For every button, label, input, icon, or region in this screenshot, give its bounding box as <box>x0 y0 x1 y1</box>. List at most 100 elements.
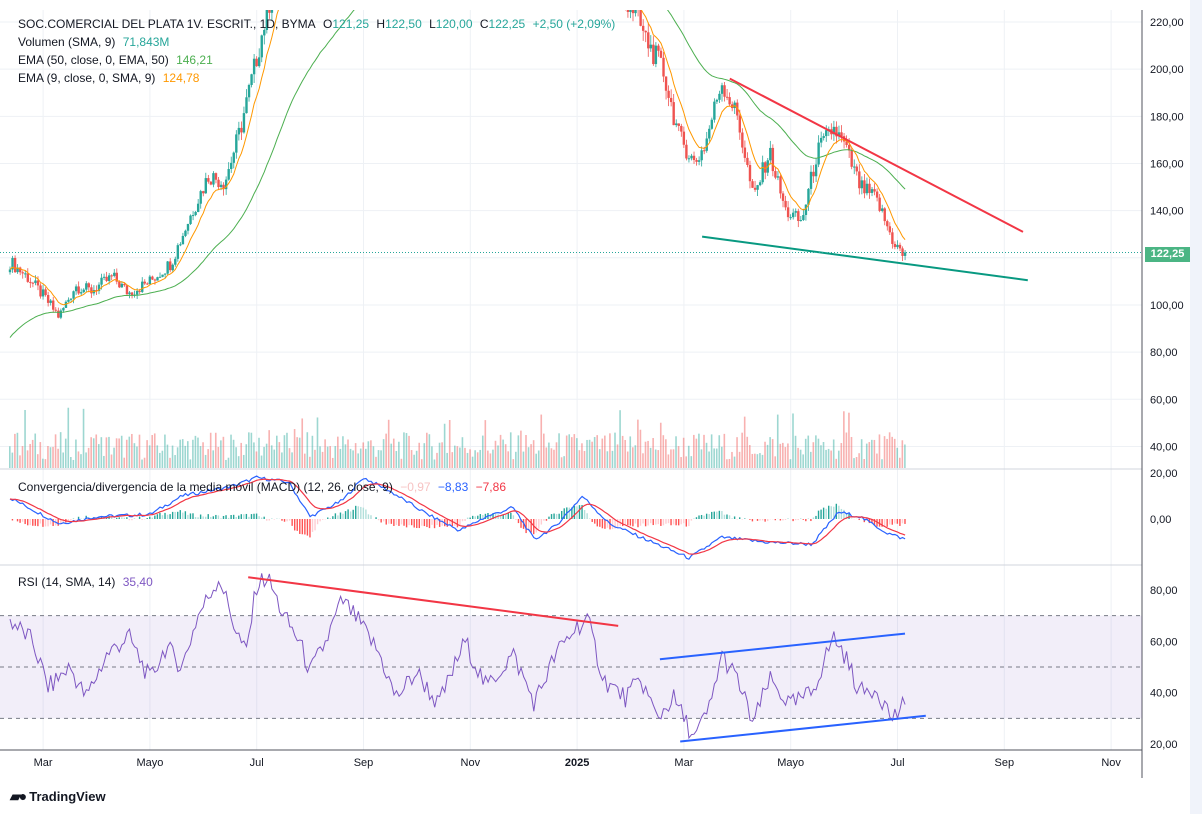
volume-bar <box>708 451 710 468</box>
volume-bar <box>443 423 446 468</box>
volume-bar <box>446 452 448 468</box>
macd-histogram-bar <box>883 519 886 527</box>
macd-histogram-bar <box>527 519 530 531</box>
macd-histogram-bar <box>37 519 39 527</box>
open-value: 121,25 <box>332 17 370 31</box>
macd-histogram-bar <box>680 519 682 525</box>
volume-bar <box>204 454 207 468</box>
candle-body <box>713 101 716 120</box>
volume-bar <box>527 447 530 468</box>
macd-histogram-bar <box>281 519 283 521</box>
volume-bar <box>596 435 598 468</box>
volume-bar <box>329 446 331 468</box>
macd-histogram-bar <box>258 516 260 519</box>
candle-body <box>822 136 825 138</box>
candle-body <box>199 191 202 204</box>
macd-histogram-bar <box>657 519 660 525</box>
volume-bar <box>812 442 815 468</box>
candle-body <box>194 211 197 216</box>
ema50-legend[interactable]: EMA (50, close, 0, EMA, 50) 146,21 <box>18 53 217 67</box>
volume-bar <box>423 443 426 468</box>
volume-bar <box>349 448 352 468</box>
candle-body <box>847 144 851 151</box>
macd-histogram-bar <box>606 519 609 528</box>
volume-bar <box>16 432 19 468</box>
volume-bar <box>85 452 87 468</box>
candle-body <box>781 193 785 201</box>
ohlc-low: L120,00 <box>429 17 472 31</box>
macd-histogram-bar <box>843 509 845 519</box>
volume-bar <box>779 443 782 468</box>
macd-histogram-bar <box>721 511 723 519</box>
macd-histogram-bar <box>779 519 782 521</box>
volume-bar <box>365 448 367 468</box>
volume-bar <box>845 432 848 468</box>
volume-bar <box>72 459 75 468</box>
candle-body <box>718 93 721 100</box>
volume-bar <box>461 437 464 468</box>
volume-bar <box>202 442 204 468</box>
volume-bar <box>47 446 49 468</box>
volume-bar <box>543 433 545 468</box>
rsi-legend[interactable]: RSI (14, SMA, 14) 35,40 <box>18 575 157 589</box>
volume-bar <box>487 450 489 468</box>
macd-histogram-bar <box>886 519 888 527</box>
volume-bar <box>189 459 192 468</box>
time-axis-label: Sep <box>994 757 1015 769</box>
candle-body <box>49 300 52 303</box>
macd-histogram-bar <box>16 519 19 522</box>
grid <box>0 10 1142 750</box>
volume-bar <box>535 453 537 468</box>
volume-bar <box>92 438 95 468</box>
volume-bar <box>377 450 380 468</box>
volume-bar <box>382 439 385 468</box>
macd-histogram-bar <box>365 509 367 519</box>
candle-body <box>242 113 246 133</box>
ema9-label: EMA (9, close, 0, SMA, 9) <box>18 71 156 85</box>
macd-histogram <box>11 503 906 538</box>
volume-bar <box>214 432 217 468</box>
ema9-legend[interactable]: EMA (9, close, 0, SMA, 9) 124,78 <box>18 71 203 85</box>
macd-histogram-bar <box>205 516 207 519</box>
volume-bar <box>672 449 675 468</box>
macd-legend[interactable]: Convergencia/divergencia de la media móv… <box>18 480 510 494</box>
macd-histogram-bar <box>166 514 169 519</box>
volume-bar <box>100 437 103 468</box>
volume-bar <box>652 438 654 468</box>
volume-bar <box>586 439 588 468</box>
candle-body <box>44 289 47 296</box>
candle-body <box>741 132 744 148</box>
macd-histogram-bar <box>332 516 334 519</box>
tradingview-logo[interactable]: ▰● TradingView <box>10 788 106 805</box>
volume-bar <box>583 450 586 468</box>
macd-histogram-bar <box>141 519 143 521</box>
macd-histogram-bar <box>235 517 237 519</box>
close-value: 122,25 <box>488 17 526 31</box>
candle-body <box>13 257 17 273</box>
volume-bar <box>827 448 830 468</box>
price-axis-label: 180,00 <box>1150 111 1184 123</box>
volume-bar <box>255 451 258 468</box>
candle-body <box>82 289 85 293</box>
candle-body <box>715 99 719 102</box>
volume-legend[interactable]: Volumen (SMA, 9) 71,843M <box>18 35 173 49</box>
macd-histogram-bar <box>751 519 754 522</box>
volume-bar <box>469 449 471 468</box>
volume-bar <box>784 447 787 468</box>
volume-bar <box>741 432 743 468</box>
volume-bar <box>209 432 212 468</box>
volume-bar <box>685 456 687 468</box>
macd-histogram-bar <box>118 517 120 519</box>
candle-body <box>728 97 731 105</box>
macd-histogram-bar <box>245 513 248 519</box>
macd-histogram-bar <box>461 519 464 522</box>
candle-body <box>227 169 230 180</box>
macd-histogram-bar <box>276 518 278 519</box>
volume-bar <box>316 417 319 468</box>
volume-bar <box>222 436 225 468</box>
macd-histogram-bar <box>405 519 408 528</box>
macd-histogram-bar <box>555 513 558 519</box>
macd-histogram-bar <box>250 514 253 519</box>
